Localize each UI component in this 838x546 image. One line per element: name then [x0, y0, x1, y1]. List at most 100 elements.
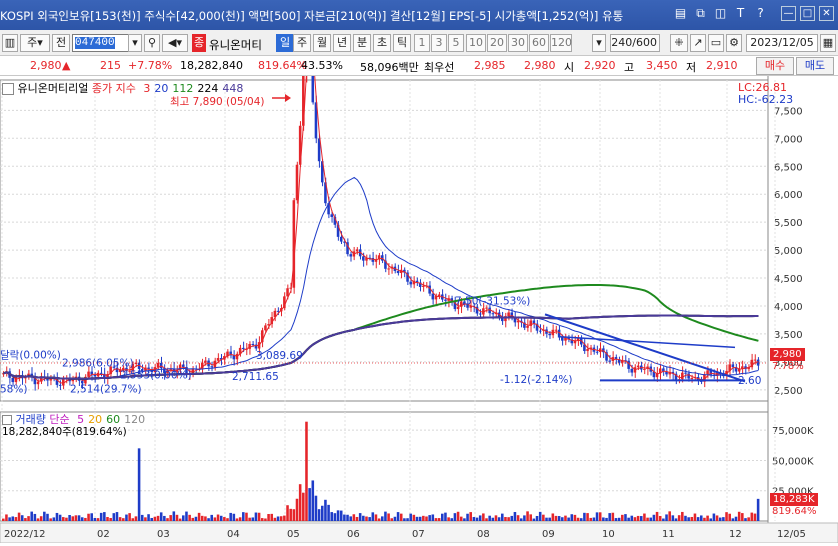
tack-icon[interactable]: T	[736, 6, 745, 20]
volume-bar	[166, 518, 169, 521]
volume-bar	[153, 516, 157, 521]
minute-button[interactable]: 1	[414, 34, 430, 52]
crosshair-icon[interactable]: ⁜	[670, 34, 688, 52]
volume-bar	[447, 517, 450, 521]
volume-bar	[346, 514, 349, 521]
candle-body	[289, 287, 292, 289]
candle-body	[115, 367, 119, 373]
code-dropdown[interactable]: ▾	[128, 34, 142, 52]
candle-body	[586, 348, 589, 352]
volume-bar	[20, 515, 24, 521]
date-input[interactable]: 2023/12/05	[746, 34, 818, 52]
lc-readout: LC:26.81	[738, 81, 788, 94]
volume-bar	[229, 512, 232, 521]
candle-body	[109, 366, 112, 375]
volume-bar	[545, 517, 548, 521]
settings-icon[interactable]: ⚙	[726, 34, 742, 52]
minimize-icon[interactable]: —	[781, 6, 796, 21]
volume-bar	[371, 512, 375, 521]
volume-ma-period-label: 120	[124, 413, 146, 426]
stock-code-input[interactable]: 047400	[72, 34, 140, 52]
candle-body	[178, 364, 182, 371]
candle-body	[459, 301, 463, 307]
volume-bar	[611, 512, 615, 521]
mode-select[interactable]: 주▾	[20, 34, 50, 52]
chart-type-icon[interactable]: ▭	[708, 34, 724, 52]
volume-bar	[311, 480, 315, 521]
volume-bar	[434, 518, 438, 521]
maximize-icon[interactable]: □	[800, 6, 815, 21]
volume-bar	[750, 512, 754, 521]
candle-body	[93, 374, 97, 377]
sell-button[interactable]: 매도	[796, 57, 834, 75]
candle-body	[516, 320, 520, 323]
minute-dropdown[interactable]: ▾	[592, 34, 606, 52]
high-label: 고	[624, 61, 635, 74]
candle-body	[485, 307, 488, 309]
minute-button[interactable]: 30	[508, 34, 528, 52]
volume-bar	[314, 495, 318, 521]
volume-bar	[109, 518, 112, 521]
minute-button[interactable]: 3	[431, 34, 447, 52]
period-button[interactable]: 일	[276, 34, 294, 52]
volume-bar	[14, 517, 18, 521]
candle-body	[182, 364, 185, 368]
copy-icon[interactable]: ⧉	[696, 6, 705, 20]
period-button[interactable]: 분	[353, 34, 371, 52]
period-button[interactable]: 월	[313, 34, 331, 52]
volume-bar	[450, 518, 454, 521]
volume-bar	[412, 514, 416, 521]
close-icon[interactable]: ✕	[819, 6, 834, 21]
volume-bar	[592, 517, 596, 521]
volume-bar	[431, 514, 435, 521]
trend-icon[interactable]: ↗	[690, 34, 706, 52]
minute-button[interactable]: 120	[550, 34, 572, 52]
candle-body	[384, 260, 387, 269]
search-icon[interactable]: ⚲	[144, 34, 160, 52]
volume-bar	[175, 514, 179, 521]
volume-bar	[197, 512, 201, 521]
volume-bar	[586, 513, 589, 521]
speaker-icon[interactable]: ◀▾	[162, 34, 188, 52]
ma-period-label: 112	[172, 82, 194, 95]
current-price: 2,980	[30, 59, 62, 72]
minute-button[interactable]: 60	[529, 34, 549, 52]
mode-select-label: 주	[27, 36, 38, 49]
volume-bar	[384, 511, 387, 521]
candle-body	[614, 357, 618, 360]
price-percent-tag: 7.78%	[772, 361, 804, 372]
book-icon[interactable]: ▤	[674, 6, 687, 20]
buy-button[interactable]: 매수	[756, 57, 794, 75]
candle-body	[437, 294, 441, 297]
minute-button[interactable]: 5	[448, 34, 464, 52]
quote-bar: 2,980 ▲ 215 +7.78% 18,282,840 819.64% 43…	[0, 56, 838, 76]
minute-button[interactable]: 20	[487, 34, 507, 52]
volume-bar	[425, 516, 428, 521]
volume-bar	[55, 512, 59, 521]
sound-icon[interactable]: ◫	[714, 6, 727, 20]
market-toggle[interactable]: 전	[52, 34, 70, 52]
up-arrow-icon: ▲	[62, 59, 71, 72]
count-display[interactable]: 240/600	[610, 34, 660, 52]
volume-bar	[84, 517, 87, 521]
volume-bar	[210, 514, 214, 521]
volume-bar	[668, 511, 671, 521]
panel-icon[interactable]: ▥	[2, 34, 18, 52]
moving-average-line	[3, 43, 759, 384]
period-button[interactable]: 틱	[393, 34, 411, 52]
volume-period-list: 5 20 60 120	[73, 413, 145, 426]
count-value: 240	[611, 36, 633, 49]
volume-bar	[655, 511, 659, 521]
trend-line	[544, 313, 746, 383]
period-button[interactable]: 초	[373, 34, 391, 52]
volume-bar	[722, 517, 725, 521]
volume-bar	[684, 515, 687, 521]
candle-body	[396, 270, 400, 274]
calendar-icon[interactable]: ▦	[820, 34, 836, 52]
minute-button[interactable]: 10	[466, 34, 486, 52]
volume-bar	[406, 518, 409, 521]
help-icon[interactable]: ?	[757, 6, 764, 20]
period-button[interactable]: 주	[293, 34, 311, 52]
period-button[interactable]: 년	[333, 34, 351, 52]
